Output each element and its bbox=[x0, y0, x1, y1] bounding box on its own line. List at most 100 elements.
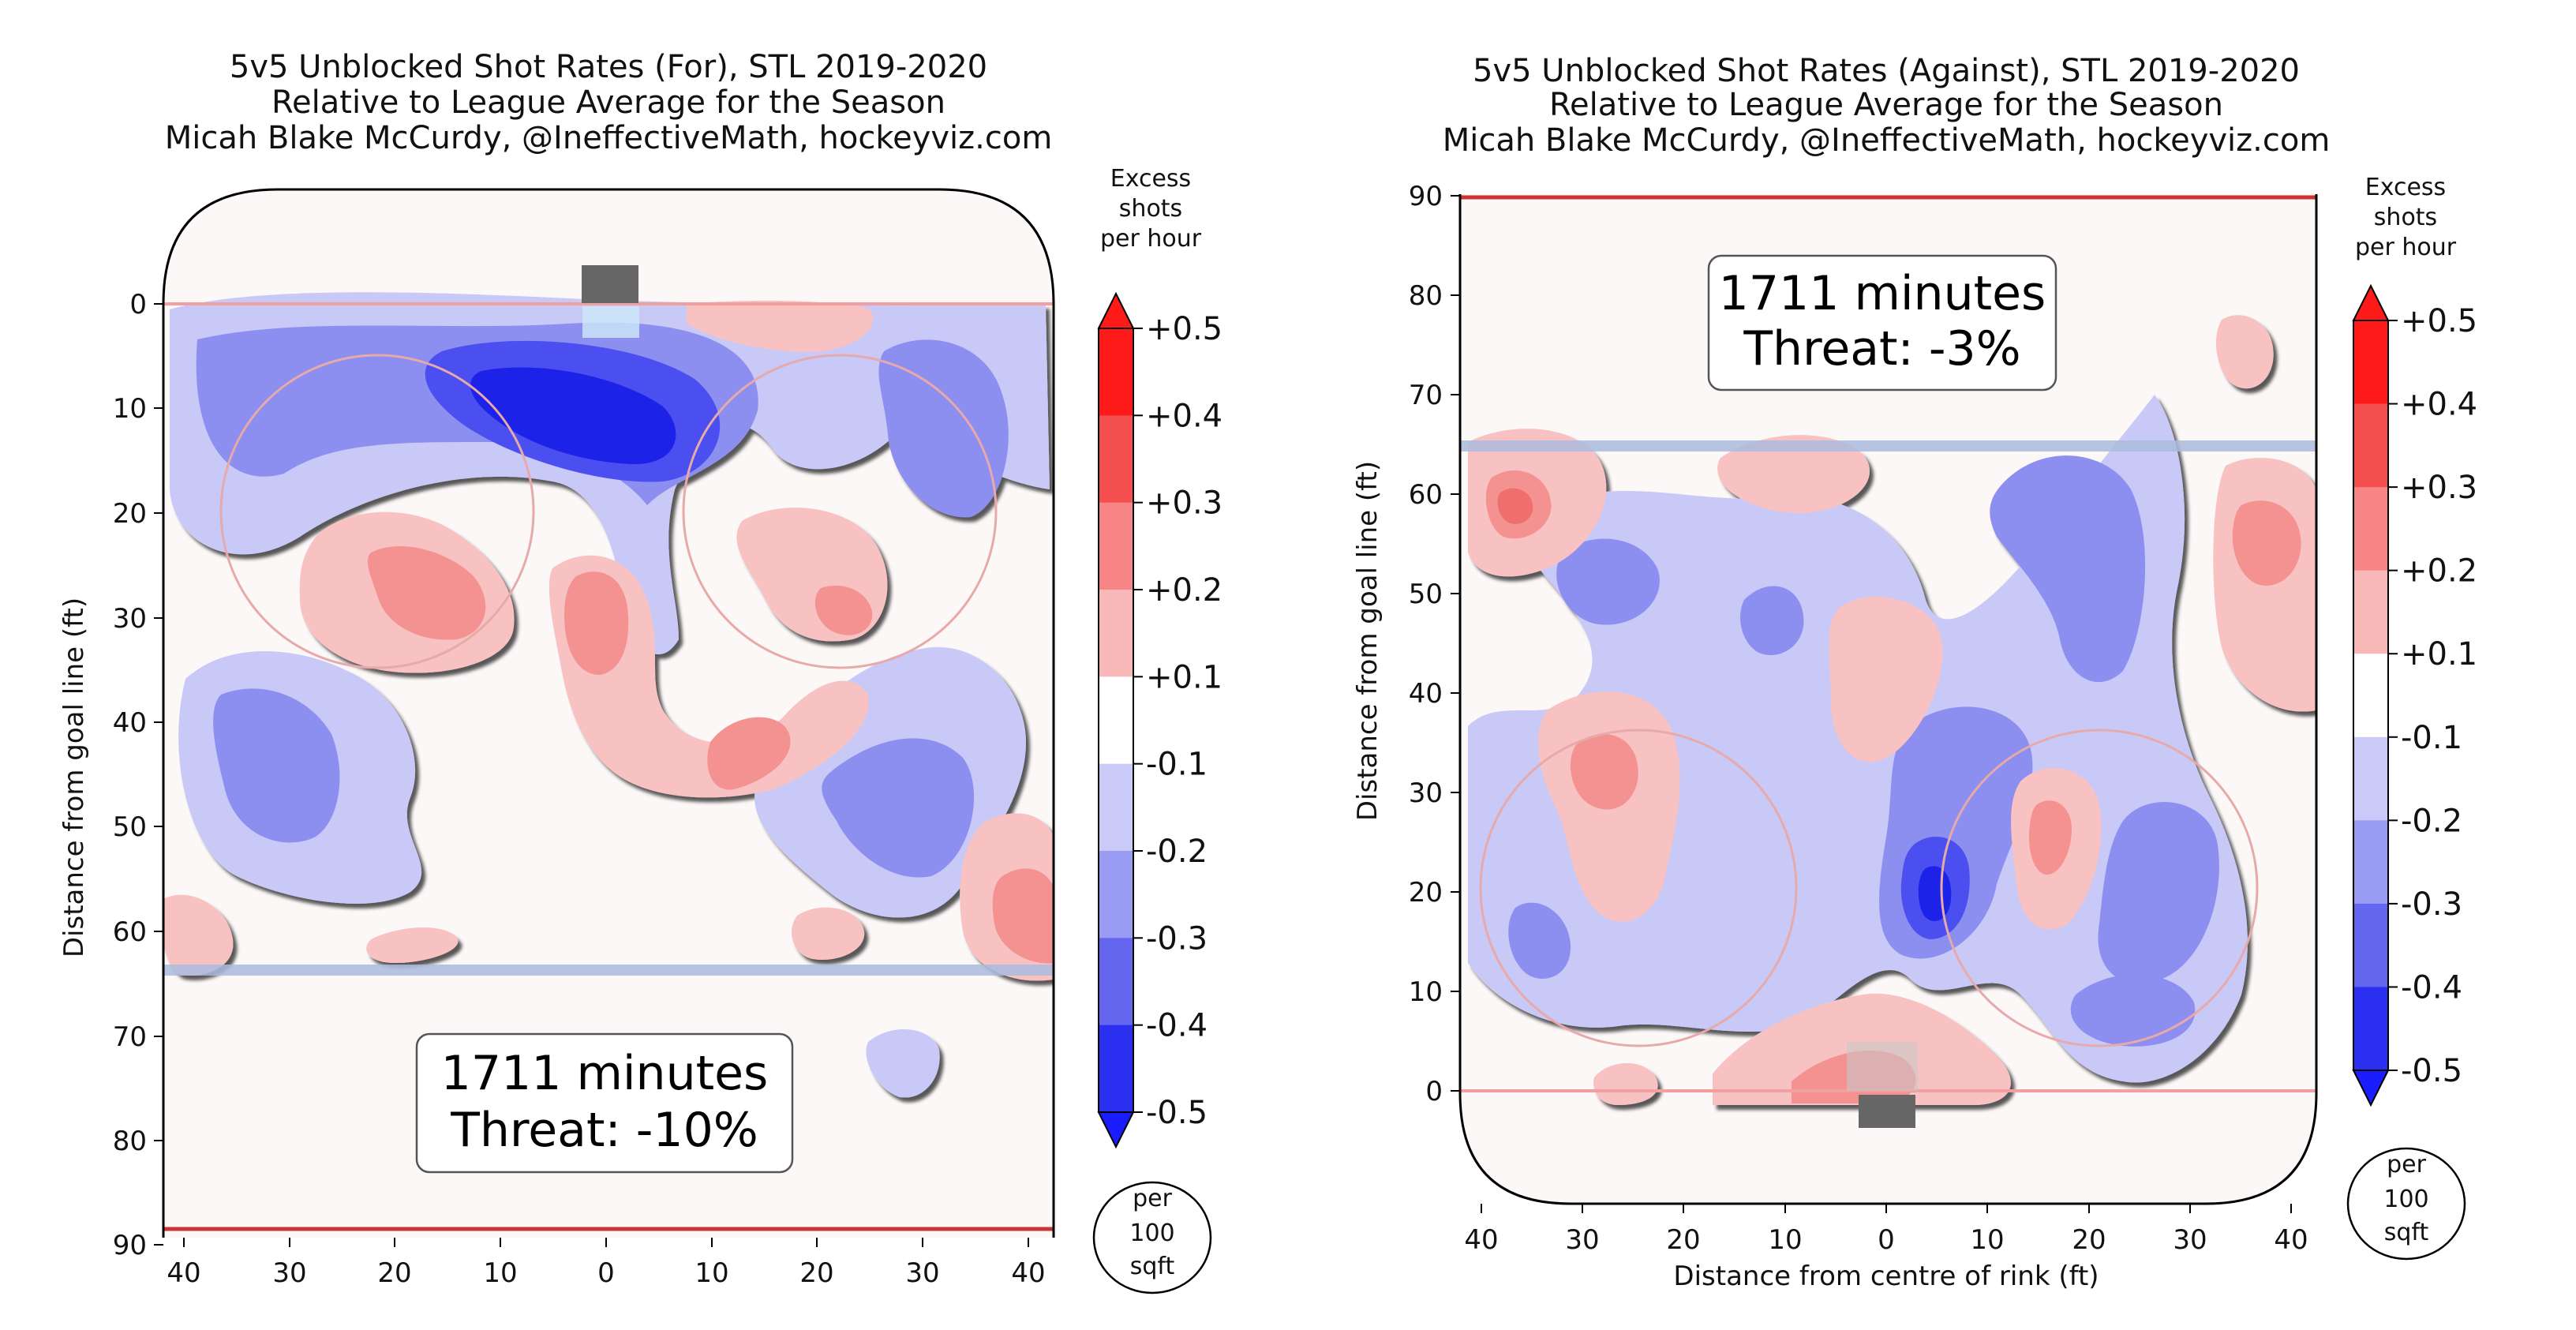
right-colorbar-unit-1: per bbox=[2387, 1151, 2427, 1178]
svg-text:90: 90 bbox=[113, 1230, 147, 1261]
right-colorbar-arrow-bottom bbox=[2352, 1070, 2390, 1107]
svg-text:60: 60 bbox=[1409, 479, 1443, 511]
left-region-red-left-dark bbox=[367, 545, 486, 640]
svg-text:70: 70 bbox=[1409, 380, 1443, 411]
svg-text:60: 60 bbox=[113, 916, 147, 948]
right-colorbar-band bbox=[2353, 903, 2388, 987]
svg-text:80: 80 bbox=[1409, 280, 1443, 312]
right-region-blue-right-low bbox=[2098, 802, 2219, 984]
svg-text:30: 30 bbox=[905, 1257, 939, 1289]
right-y-axis: 0 10 20 30 40 50 60 70 80 90 bbox=[1409, 181, 1460, 1107]
left-colorbar-band bbox=[1099, 763, 1133, 852]
left-colorbar-title-1: Excess bbox=[1110, 165, 1191, 193]
right-region-red-bottom-left bbox=[1593, 1062, 1658, 1105]
svg-text:70: 70 bbox=[113, 1021, 147, 1053]
left-colorbar-band bbox=[1099, 328, 1133, 416]
right-region-red-centre bbox=[1829, 596, 1943, 762]
right-colorbar-band bbox=[2353, 736, 2388, 821]
right-title-line-3: Micah Blake McCurdy, @IneffectiveMath, h… bbox=[1443, 122, 2331, 159]
right-region-blue-left-low bbox=[1508, 902, 1571, 979]
left-colorbar-tick-label: +0.1 bbox=[1146, 659, 1222, 695]
right-colorbar-bands bbox=[2352, 283, 2390, 1107]
svg-text:30: 30 bbox=[1409, 777, 1443, 809]
left-region-red-right-dark bbox=[814, 585, 873, 635]
svg-text:10: 10 bbox=[1970, 1224, 2004, 1256]
left-chart-title: 5v5 Unblocked Shot Rates (For), STL 2019… bbox=[165, 49, 1053, 156]
left-colorbar-ticks: +0.5 +0.4 +0.3 +0.2 +0.1 -0.1 -0.2 -0.3 -0.4 -0.5 bbox=[1133, 311, 1222, 1131]
right-chart-title: 5v5 Unblocked Shot Rates (Against), STL … bbox=[1443, 53, 2331, 159]
left-colorbar-frame bbox=[1098, 328, 1134, 1113]
left-colorbar-band bbox=[1099, 1025, 1133, 1113]
right-region-blue-right-top bbox=[1990, 455, 2146, 683]
right-rink-outline bbox=[1458, 194, 2318, 1205]
left-colorbar-tick-label: +0.3 bbox=[1146, 485, 1222, 522]
svg-text:0: 0 bbox=[1425, 1076, 1443, 1107]
left-colorbar-bands bbox=[1097, 291, 1135, 1149]
svg-text:0: 0 bbox=[129, 289, 147, 320]
svg-text:50: 50 bbox=[1409, 579, 1443, 610]
right-colorbar-band bbox=[2353, 987, 2388, 1071]
left-y-axis-label: Distance from goal line (ft) bbox=[58, 598, 90, 957]
right-region-red-left-mid-dark bbox=[1571, 734, 1638, 810]
right-colorbar-band bbox=[2353, 570, 2388, 654]
left-colorbar-title-3: per hour bbox=[1100, 225, 1202, 253]
left-colorbar-arrow-bottom bbox=[1097, 1111, 1135, 1149]
right-x-axis-label: Distance from centre of rink (ft) bbox=[1673, 1261, 2099, 1292]
left-info-minutes: 1711 minutes bbox=[441, 1046, 769, 1101]
svg-text:10: 10 bbox=[1409, 976, 1443, 1008]
left-colorbar-tick-label: -0.2 bbox=[1146, 834, 1208, 870]
svg-text:0: 0 bbox=[597, 1257, 615, 1289]
right-region-blue-mid-left-lobe bbox=[1740, 586, 1804, 655]
svg-text:0: 0 bbox=[1878, 1224, 1895, 1256]
left-info-box: 1711 minutes Threat: -10% bbox=[415, 1032, 794, 1174]
left-colorbar-unit-1: per bbox=[1133, 1185, 1173, 1212]
svg-text:40: 40 bbox=[167, 1257, 200, 1289]
right-colorbar-tick-label: +0.5 bbox=[2401, 303, 2477, 339]
svg-text:40: 40 bbox=[2274, 1224, 2308, 1256]
right-info-box: 1711 minutes Threat: -3% bbox=[1707, 254, 2057, 392]
left-y-axis: 0 10 20 30 40 50 60 70 80 90 bbox=[113, 289, 163, 1261]
right-region-red-top-right bbox=[2215, 315, 2274, 389]
right-colorbar-band bbox=[2353, 320, 2388, 405]
left-info-threat: Threat: -10% bbox=[450, 1103, 758, 1158]
left-colorbar-band bbox=[1099, 676, 1133, 765]
left-colorbar-tick-label: -0.4 bbox=[1146, 1008, 1208, 1044]
left-colorbar: Excess shots per hour +0.5+0.4+0.3+0.2+0… bbox=[1092, 165, 1222, 1294]
left-region-blue-left-mid-dark bbox=[213, 688, 340, 843]
svg-text:40: 40 bbox=[1464, 1224, 1498, 1256]
right-colorbar-tick-label: -0.3 bbox=[2401, 886, 2462, 923]
svg-text:30: 30 bbox=[2173, 1224, 2207, 1256]
right-colorbar-frame bbox=[2353, 320, 2389, 1071]
left-colorbar-band bbox=[1099, 938, 1133, 1026]
left-colorbar-tick-label: -0.1 bbox=[1146, 747, 1208, 783]
right-colorbar-title-2: shots bbox=[2374, 204, 2437, 231]
svg-text:10: 10 bbox=[695, 1257, 728, 1289]
left-title-line-1: 5v5 Unblocked Shot Rates (For), STL 2019… bbox=[230, 49, 987, 85]
left-colorbar-unit-3: sqft bbox=[1130, 1253, 1175, 1280]
left-region-blue-bottom bbox=[866, 1028, 940, 1098]
left-x-axis: 40 30 20 10 0 10 20 30 40 bbox=[167, 1238, 1046, 1289]
left-colorbar-band bbox=[1099, 415, 1133, 504]
left-region-red-centre-right bbox=[707, 717, 791, 790]
left-colorbar-tick-label: +0.5 bbox=[1146, 311, 1222, 347]
right-colorbar-tick-label: +0.1 bbox=[2401, 636, 2477, 672]
left-region-red-bottom-left bbox=[163, 894, 234, 976]
right-colorbar-band bbox=[2353, 654, 2388, 738]
left-region-red-bottom-right bbox=[791, 907, 865, 960]
right-colorbar-tick-label: +0.4 bbox=[2401, 387, 2477, 423]
svg-text:10: 10 bbox=[1768, 1224, 1802, 1256]
svg-text:90: 90 bbox=[1409, 181, 1443, 212]
right-x-axis: 40 30 20 10 0 10 20 30 40 bbox=[1464, 1204, 2308, 1256]
left-rink-outline bbox=[162, 188, 1055, 1238]
left-colorbar-tick-label: +0.2 bbox=[1146, 572, 1222, 609]
svg-text:10: 10 bbox=[483, 1257, 517, 1289]
right-colorbar-title-1: Excess bbox=[2365, 174, 2446, 201]
right-colorbar-tick-label: +0.3 bbox=[2401, 470, 2477, 506]
svg-text:40: 40 bbox=[1011, 1257, 1045, 1289]
left-colorbar-tick-label: -0.5 bbox=[1146, 1095, 1208, 1131]
right-colorbar-band bbox=[2353, 487, 2388, 571]
left-colorbar-unit-2: 100 bbox=[1129, 1219, 1174, 1247]
svg-text:20: 20 bbox=[799, 1257, 833, 1289]
right-region-red-top-centre bbox=[1717, 435, 1870, 513]
